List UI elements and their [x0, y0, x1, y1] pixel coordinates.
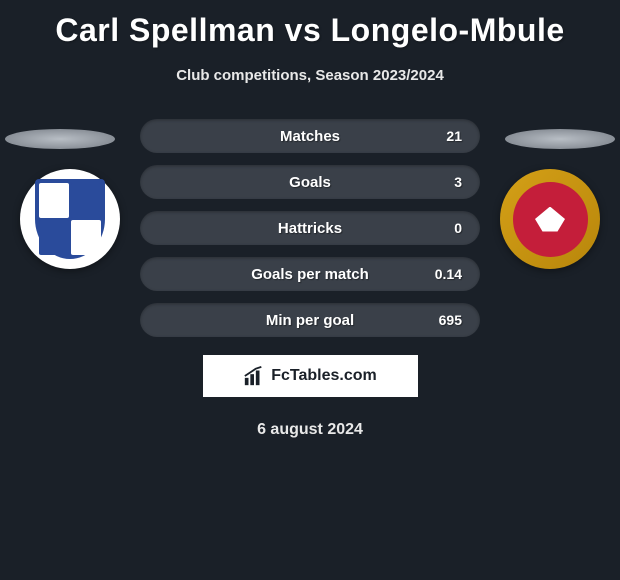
stat-value: 3	[454, 174, 462, 190]
date-text: 6 august 2024	[0, 421, 620, 439]
chart-icon	[243, 365, 265, 387]
stat-label: Min per goal	[266, 312, 354, 329]
crest-left	[20, 169, 120, 269]
brand-badge: FcTables.com	[203, 355, 418, 397]
stat-value: 695	[439, 312, 462, 328]
stat-label: Goals per match	[251, 266, 369, 283]
page-title: Carl Spellman vs Longelo-Mbule	[0, 0, 620, 49]
stat-value: 21	[446, 128, 462, 144]
stat-row-matches: Matches 21	[140, 119, 480, 153]
stat-row-min-per-goal: Min per goal 695	[140, 303, 480, 337]
crest-right	[500, 169, 600, 269]
stat-value: 0	[454, 220, 462, 236]
stat-label: Matches	[280, 128, 340, 145]
content-area: Matches 21 Goals 3 Hattricks 0 Goals per…	[0, 119, 620, 439]
brand-text: FcTables.com	[271, 367, 377, 385]
stat-row-goals-per-match: Goals per match 0.14	[140, 257, 480, 291]
stat-row-goals: Goals 3	[140, 165, 480, 199]
platform-right	[505, 129, 615, 149]
stat-value: 0.14	[435, 266, 462, 282]
stat-label: Goals	[289, 174, 331, 191]
subtitle: Club competitions, Season 2023/2024	[0, 67, 620, 84]
crest-right-bird-icon	[535, 207, 565, 232]
stat-row-hattricks: Hattricks 0	[140, 211, 480, 245]
stats-list: Matches 21 Goals 3 Hattricks 0 Goals per…	[140, 119, 480, 337]
platform-left	[5, 129, 115, 149]
stat-label: Hattricks	[278, 220, 342, 237]
crest-left-shield	[35, 179, 105, 259]
crest-right-circle	[513, 182, 588, 257]
